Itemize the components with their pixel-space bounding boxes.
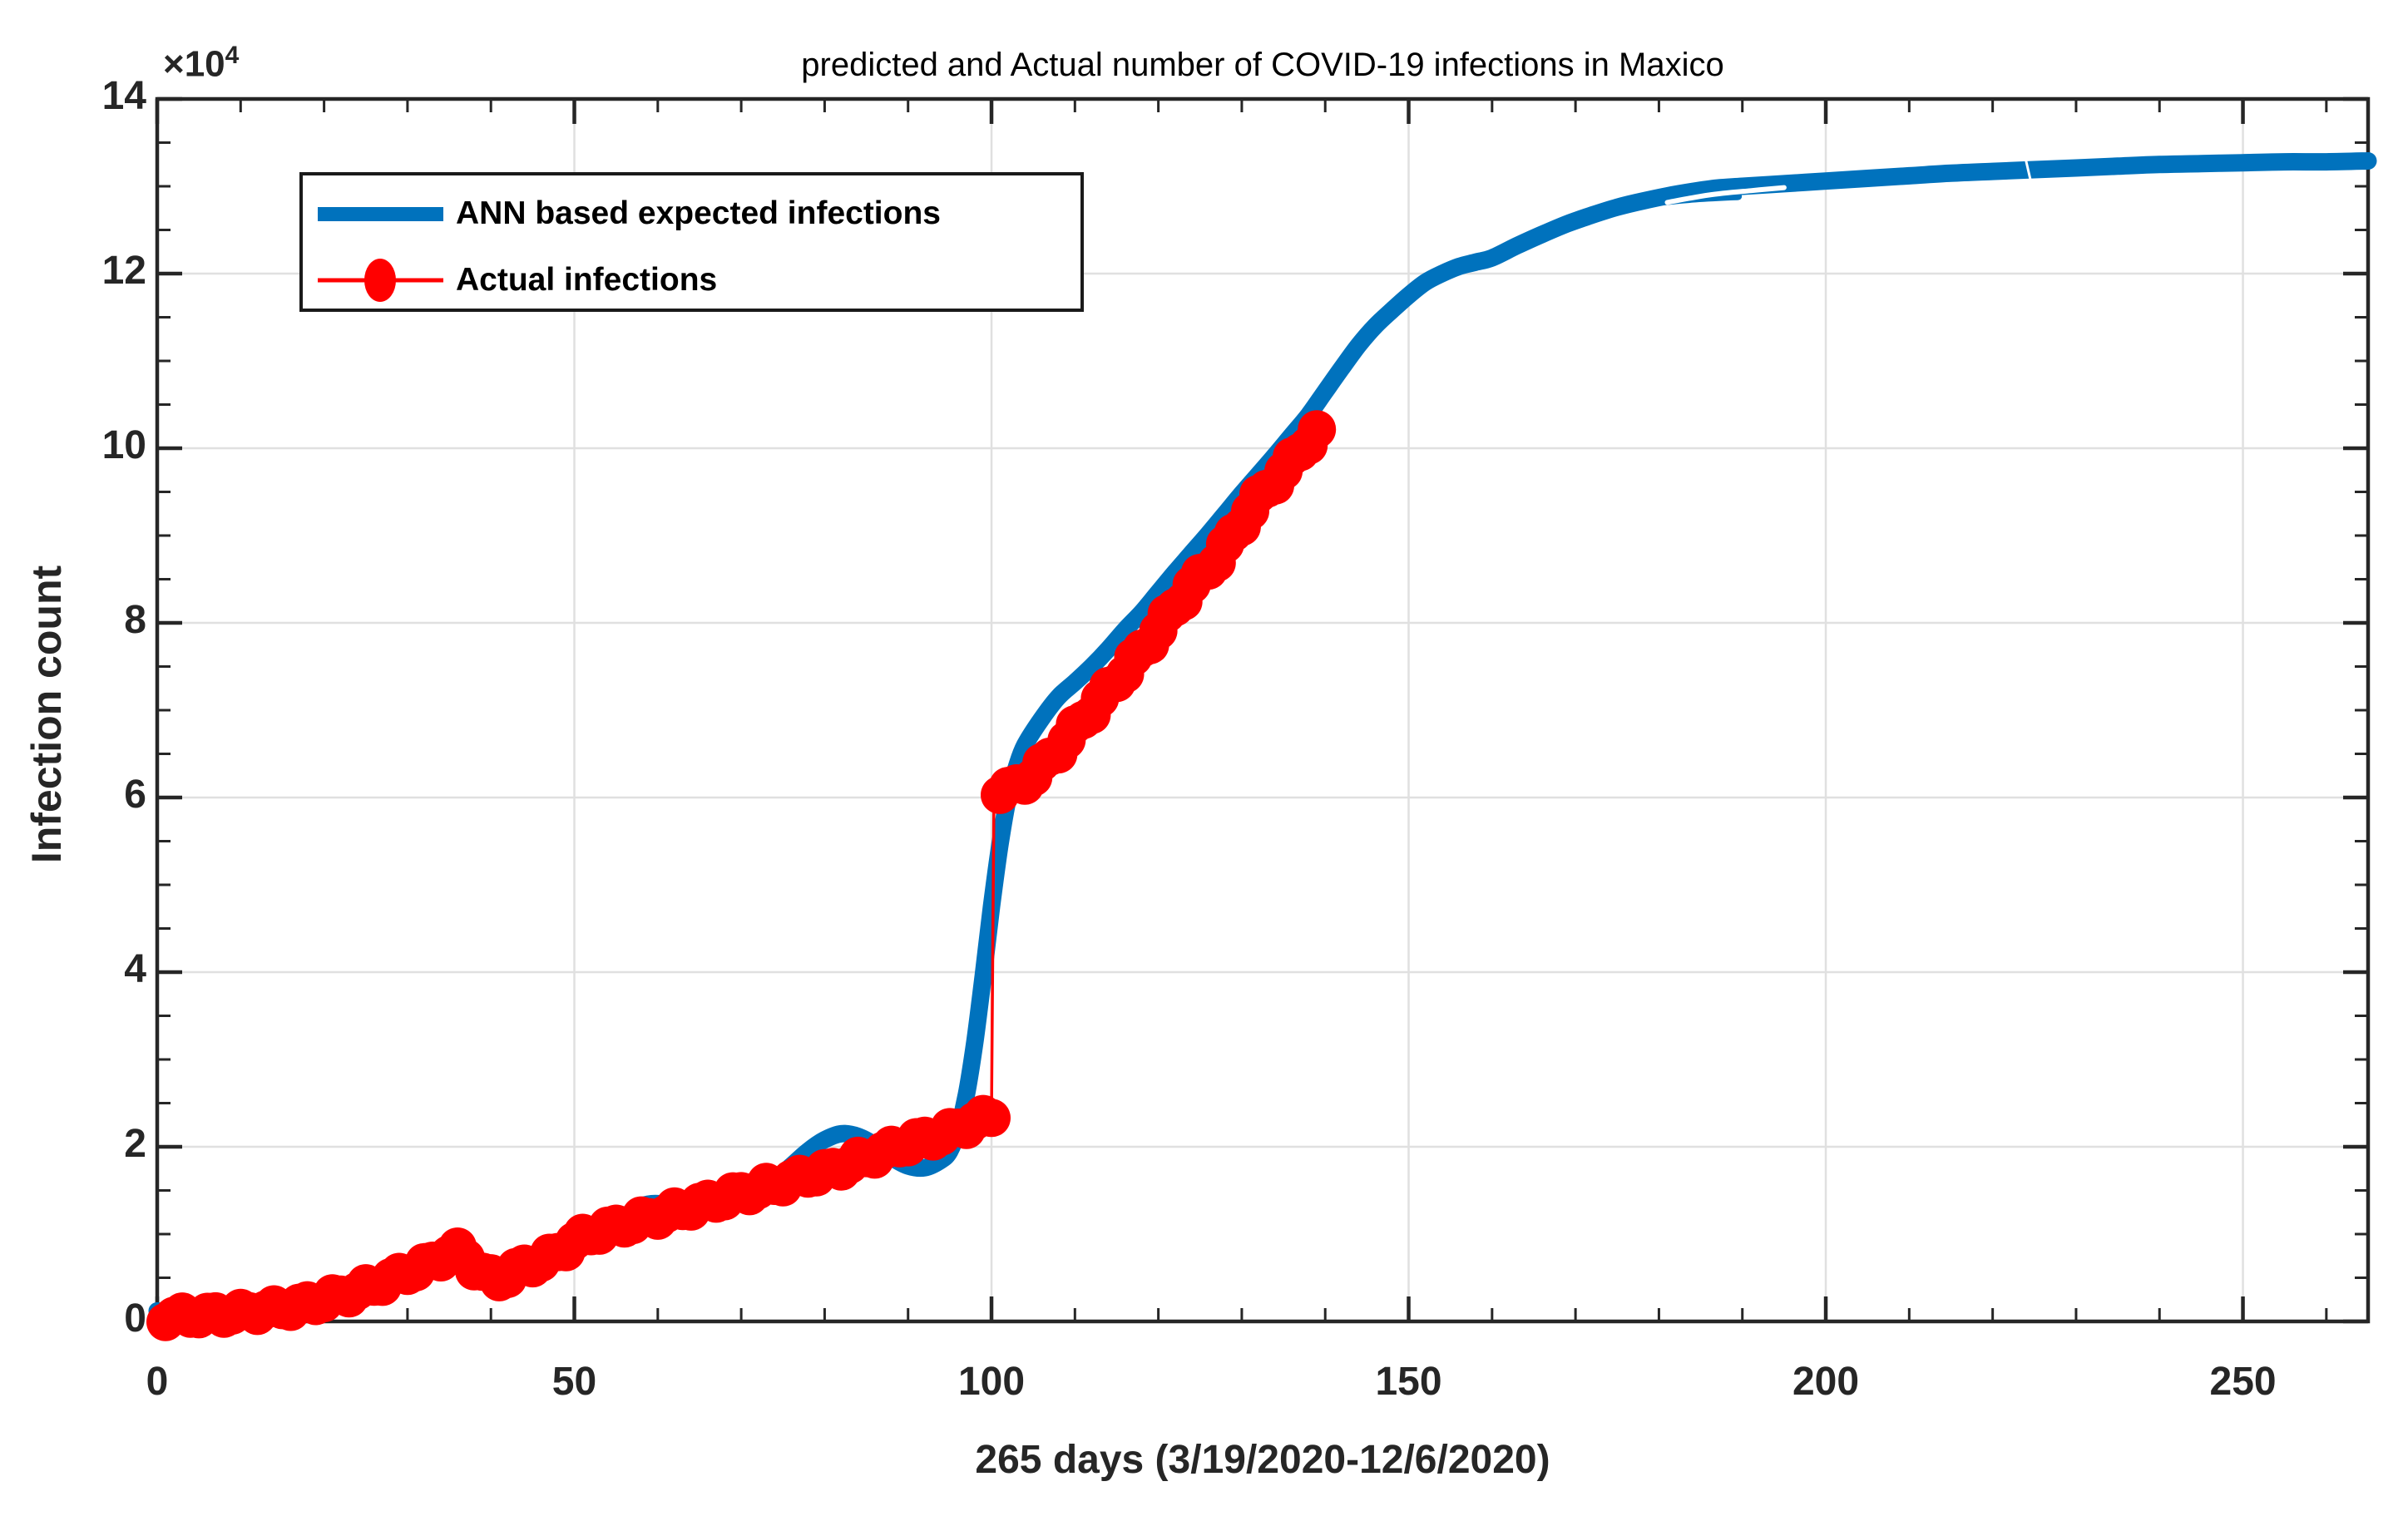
x-tick-label: 100 xyxy=(957,1360,1026,1404)
y-tick-label: 10 xyxy=(101,423,146,467)
x-tick-label: 50 xyxy=(551,1360,597,1404)
legend-item-actual: Actual infections xyxy=(303,247,1080,314)
actual-infections-marker xyxy=(972,1099,1011,1138)
x-axis-label: 265 days (3/19/2020-12/6/2020) xyxy=(975,1438,1550,1482)
y-tick-label: 14 xyxy=(101,74,146,118)
y-tick-label: 0 xyxy=(124,1296,146,1341)
y-axis-label: Infection count xyxy=(23,565,70,864)
legend-item-ann: ANN based expected infections xyxy=(303,180,1080,247)
legend-box: ANN based expected infections Actual inf… xyxy=(299,172,1084,312)
legend-label-ann: ANN based expected infections xyxy=(456,195,941,231)
ann-expected-curve xyxy=(148,152,2377,1324)
actual-infections-marker xyxy=(1298,410,1337,449)
x-tick-label: 250 xyxy=(2209,1360,2277,1404)
curve-fork-gap xyxy=(1664,185,1787,205)
x-tick-label: 0 xyxy=(146,1360,169,1404)
y-tick-label: 6 xyxy=(124,773,146,817)
y-tick-label: 12 xyxy=(101,249,146,293)
ann-line-swatch-icon xyxy=(318,207,443,221)
y-exponent-power: 4 xyxy=(225,42,240,69)
x-tick-label: 200 xyxy=(1792,1360,1860,1404)
y-axis-exponent: ×104 xyxy=(163,42,239,86)
actual-line-marker-swatch-icon xyxy=(318,259,443,302)
x-tick-label: 150 xyxy=(1375,1360,1442,1404)
y-tick-label: 2 xyxy=(124,1122,146,1166)
y-tick-label: 8 xyxy=(124,598,146,642)
y-exponent-base: ×10 xyxy=(163,43,225,85)
chart-title: predicted and Actual number of COVID-19 … xyxy=(801,47,1724,83)
y-tick-label: 4 xyxy=(124,947,146,991)
legend-label-actual: Actual infections xyxy=(456,262,718,298)
curve-notch xyxy=(2025,160,2033,183)
